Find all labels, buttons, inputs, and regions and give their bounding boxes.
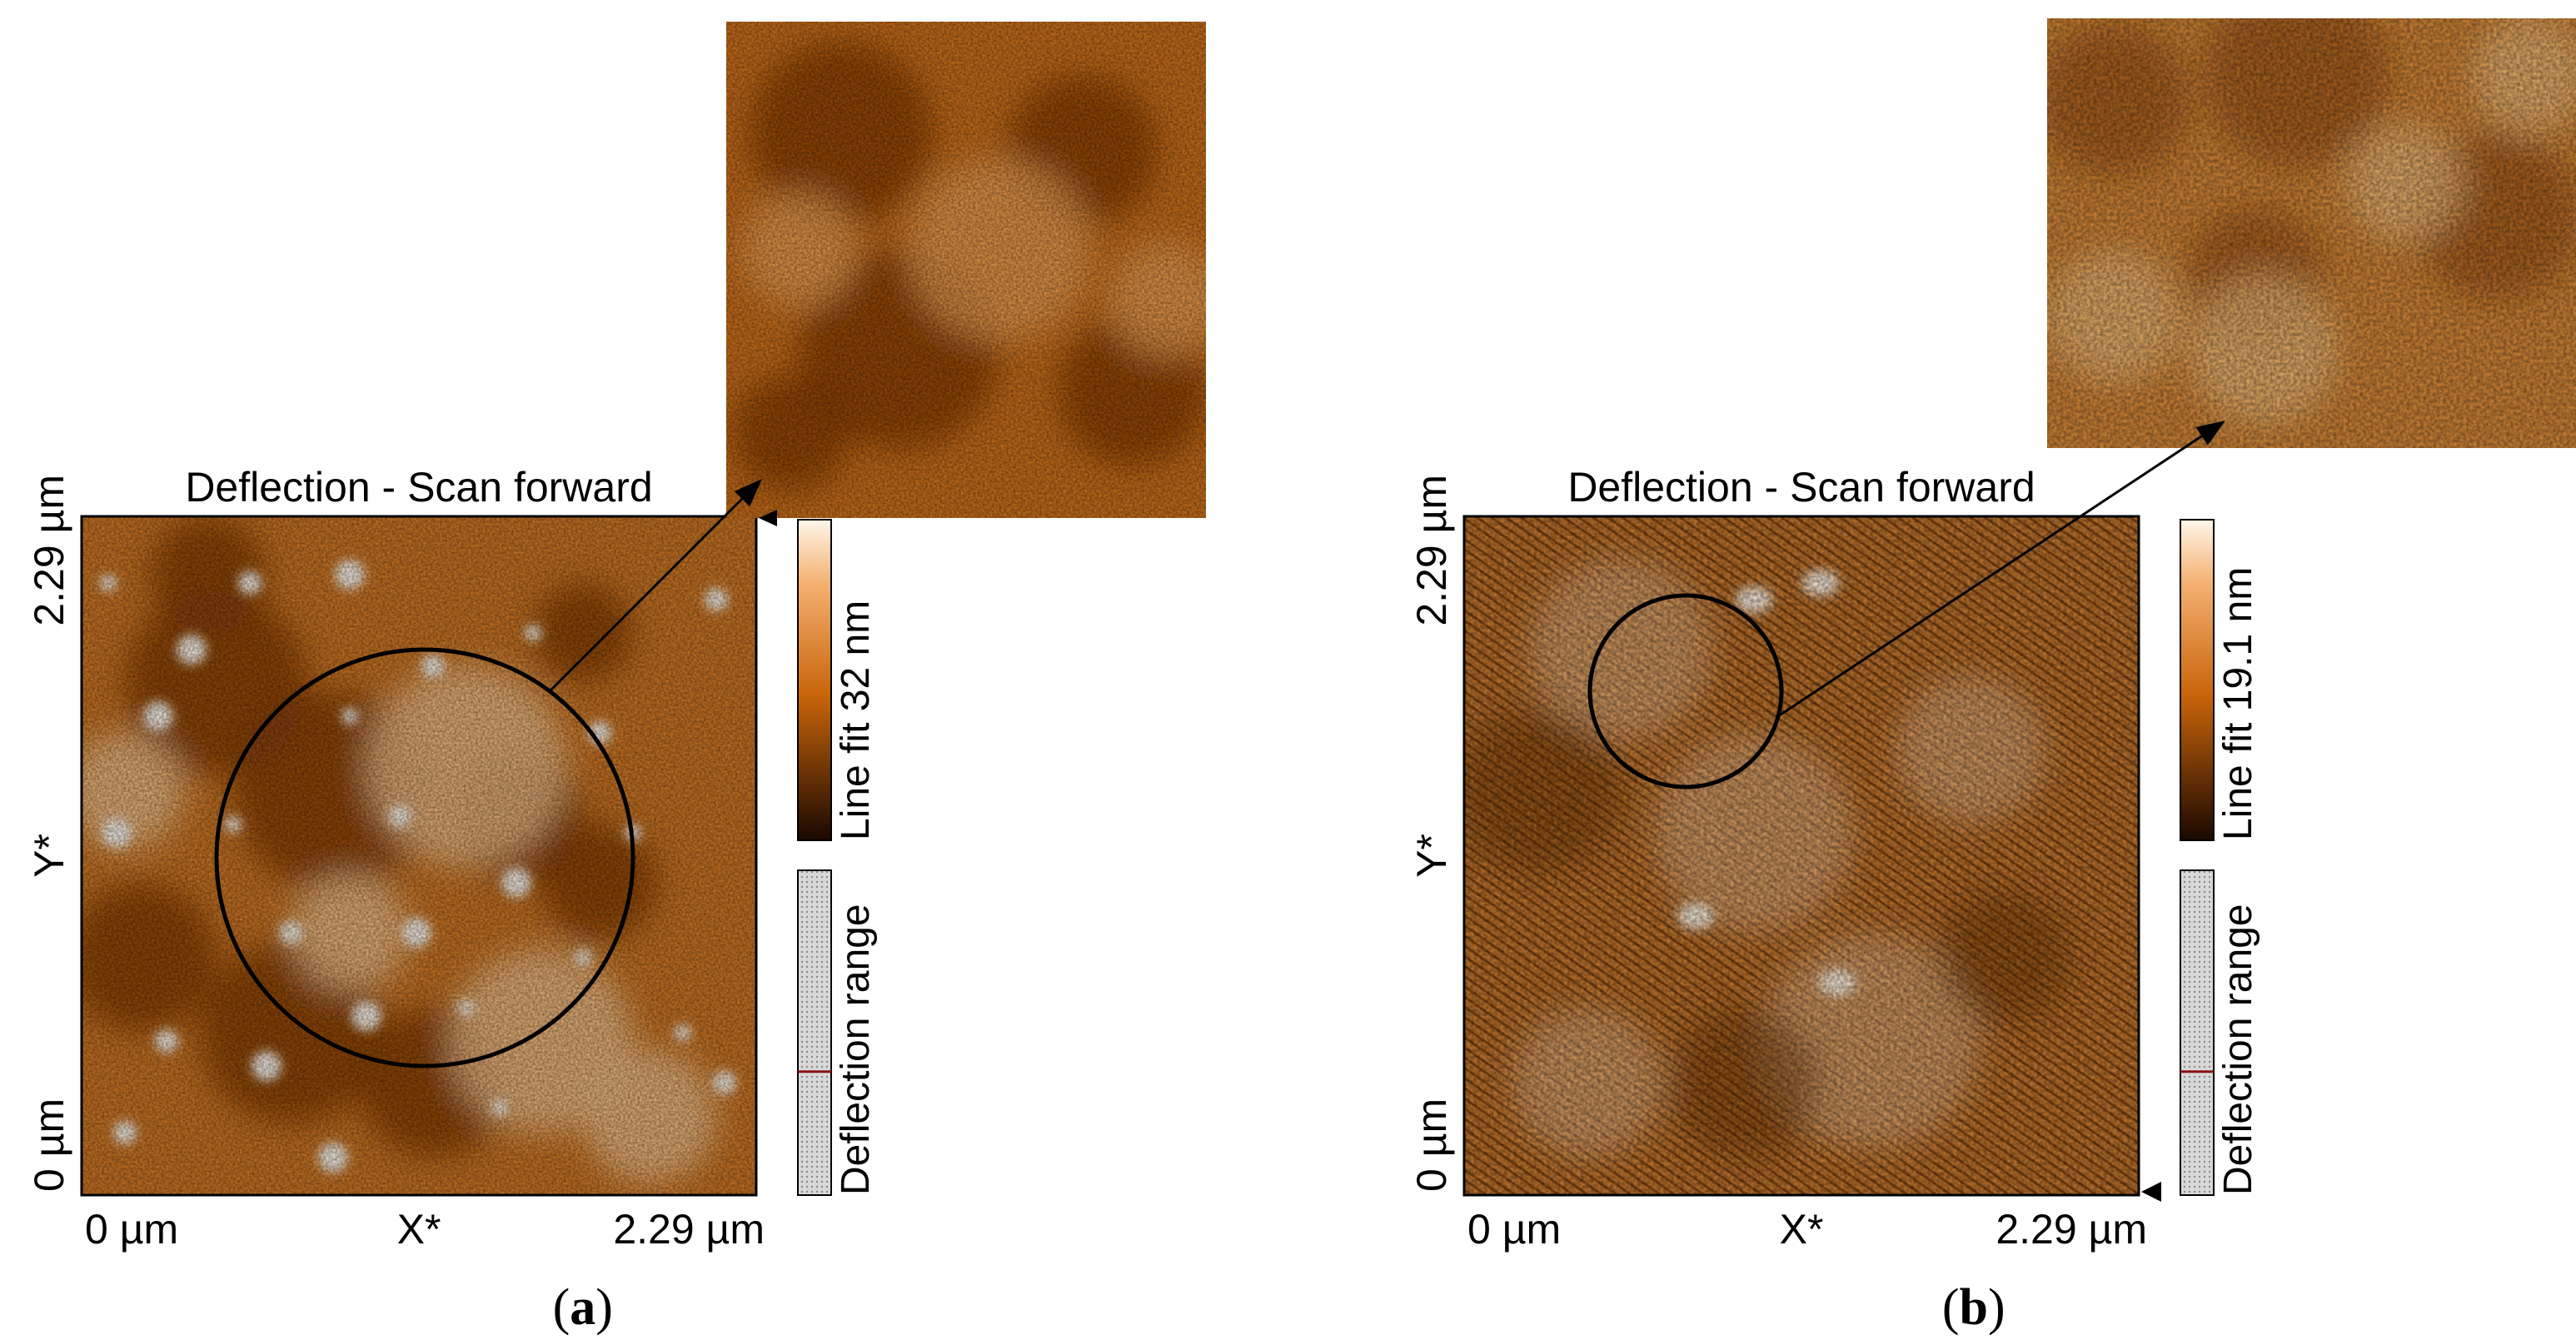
y-axis-min-label: 0 µm xyxy=(26,1098,72,1192)
x-axis-min-label: 0 µm xyxy=(1467,1206,1561,1253)
afm-image xyxy=(80,515,758,1197)
zoom-inset xyxy=(2047,18,2576,448)
plot-title: Deflection - Scan forward xyxy=(1567,464,2035,511)
panel-figure: Deflection - Scan forward 0 µm X* 2.29 µm 0 … xyxy=(1408,18,2576,1336)
scan-direction-icon xyxy=(759,510,777,526)
region-circle xyxy=(214,647,635,1069)
panel-figure: Deflection - Scan forward 0 µm X* 2.29 µm 0 … xyxy=(26,22,1206,1336)
plot-title: Deflection - Scan forward xyxy=(185,464,652,511)
range-bar-label: Deflection range xyxy=(834,904,878,1195)
deflection-range-bar xyxy=(797,869,832,1196)
panel-caption: (a) xyxy=(553,1279,613,1336)
x-axis-max-label: 2.29 µm xyxy=(613,1206,765,1253)
colorbar xyxy=(2180,519,2215,841)
caption-letter: a xyxy=(570,1279,595,1336)
afm-image xyxy=(1462,515,2140,1197)
y-axis-name: Y* xyxy=(1408,834,1455,878)
deflection-range-bar xyxy=(2180,869,2215,1196)
region-circle xyxy=(1587,593,1784,790)
panel-b: Deflection - Scan forward 0 µm X* 2.29 µm 0 … xyxy=(1288,0,2576,1340)
scan-direction-icon xyxy=(2141,1182,2161,1202)
x-axis-name: X* xyxy=(397,1206,441,1253)
y-axis-max-label: 2.29 µm xyxy=(26,475,72,626)
colorbar-label: Line fit 32 nm xyxy=(834,600,878,840)
zoom-inset xyxy=(726,22,1206,518)
y-axis-max-label: 2.29 µm xyxy=(1408,475,1455,626)
panel-a: Deflection - Scan forward 0 µm X* 2.29 µm 0 … xyxy=(26,22,1206,1336)
zoom-arrow xyxy=(1777,435,2203,718)
image-frame xyxy=(1462,515,2140,1197)
colorbar-label: Line fit 19.1 nm xyxy=(2216,567,2260,840)
range-bar-label: Deflection range xyxy=(2216,904,2260,1195)
zoom-arrow xyxy=(548,497,744,693)
x-axis-max-label: 2.29 µm xyxy=(1996,1206,2147,1253)
x-axis-min-label: 0 µm xyxy=(85,1206,178,1253)
image-frame xyxy=(80,515,758,1197)
arrow-head-icon xyxy=(734,479,762,507)
arrow-head-icon xyxy=(2195,421,2225,446)
caption-letter: b xyxy=(1960,1279,1988,1336)
y-axis-min-label: 0 µm xyxy=(1408,1098,1455,1192)
x-axis-name: X* xyxy=(1780,1206,1824,1253)
y-axis-name: Y* xyxy=(26,834,72,878)
panel-caption: (b) xyxy=(1942,1279,2005,1336)
colorbar xyxy=(797,519,832,841)
